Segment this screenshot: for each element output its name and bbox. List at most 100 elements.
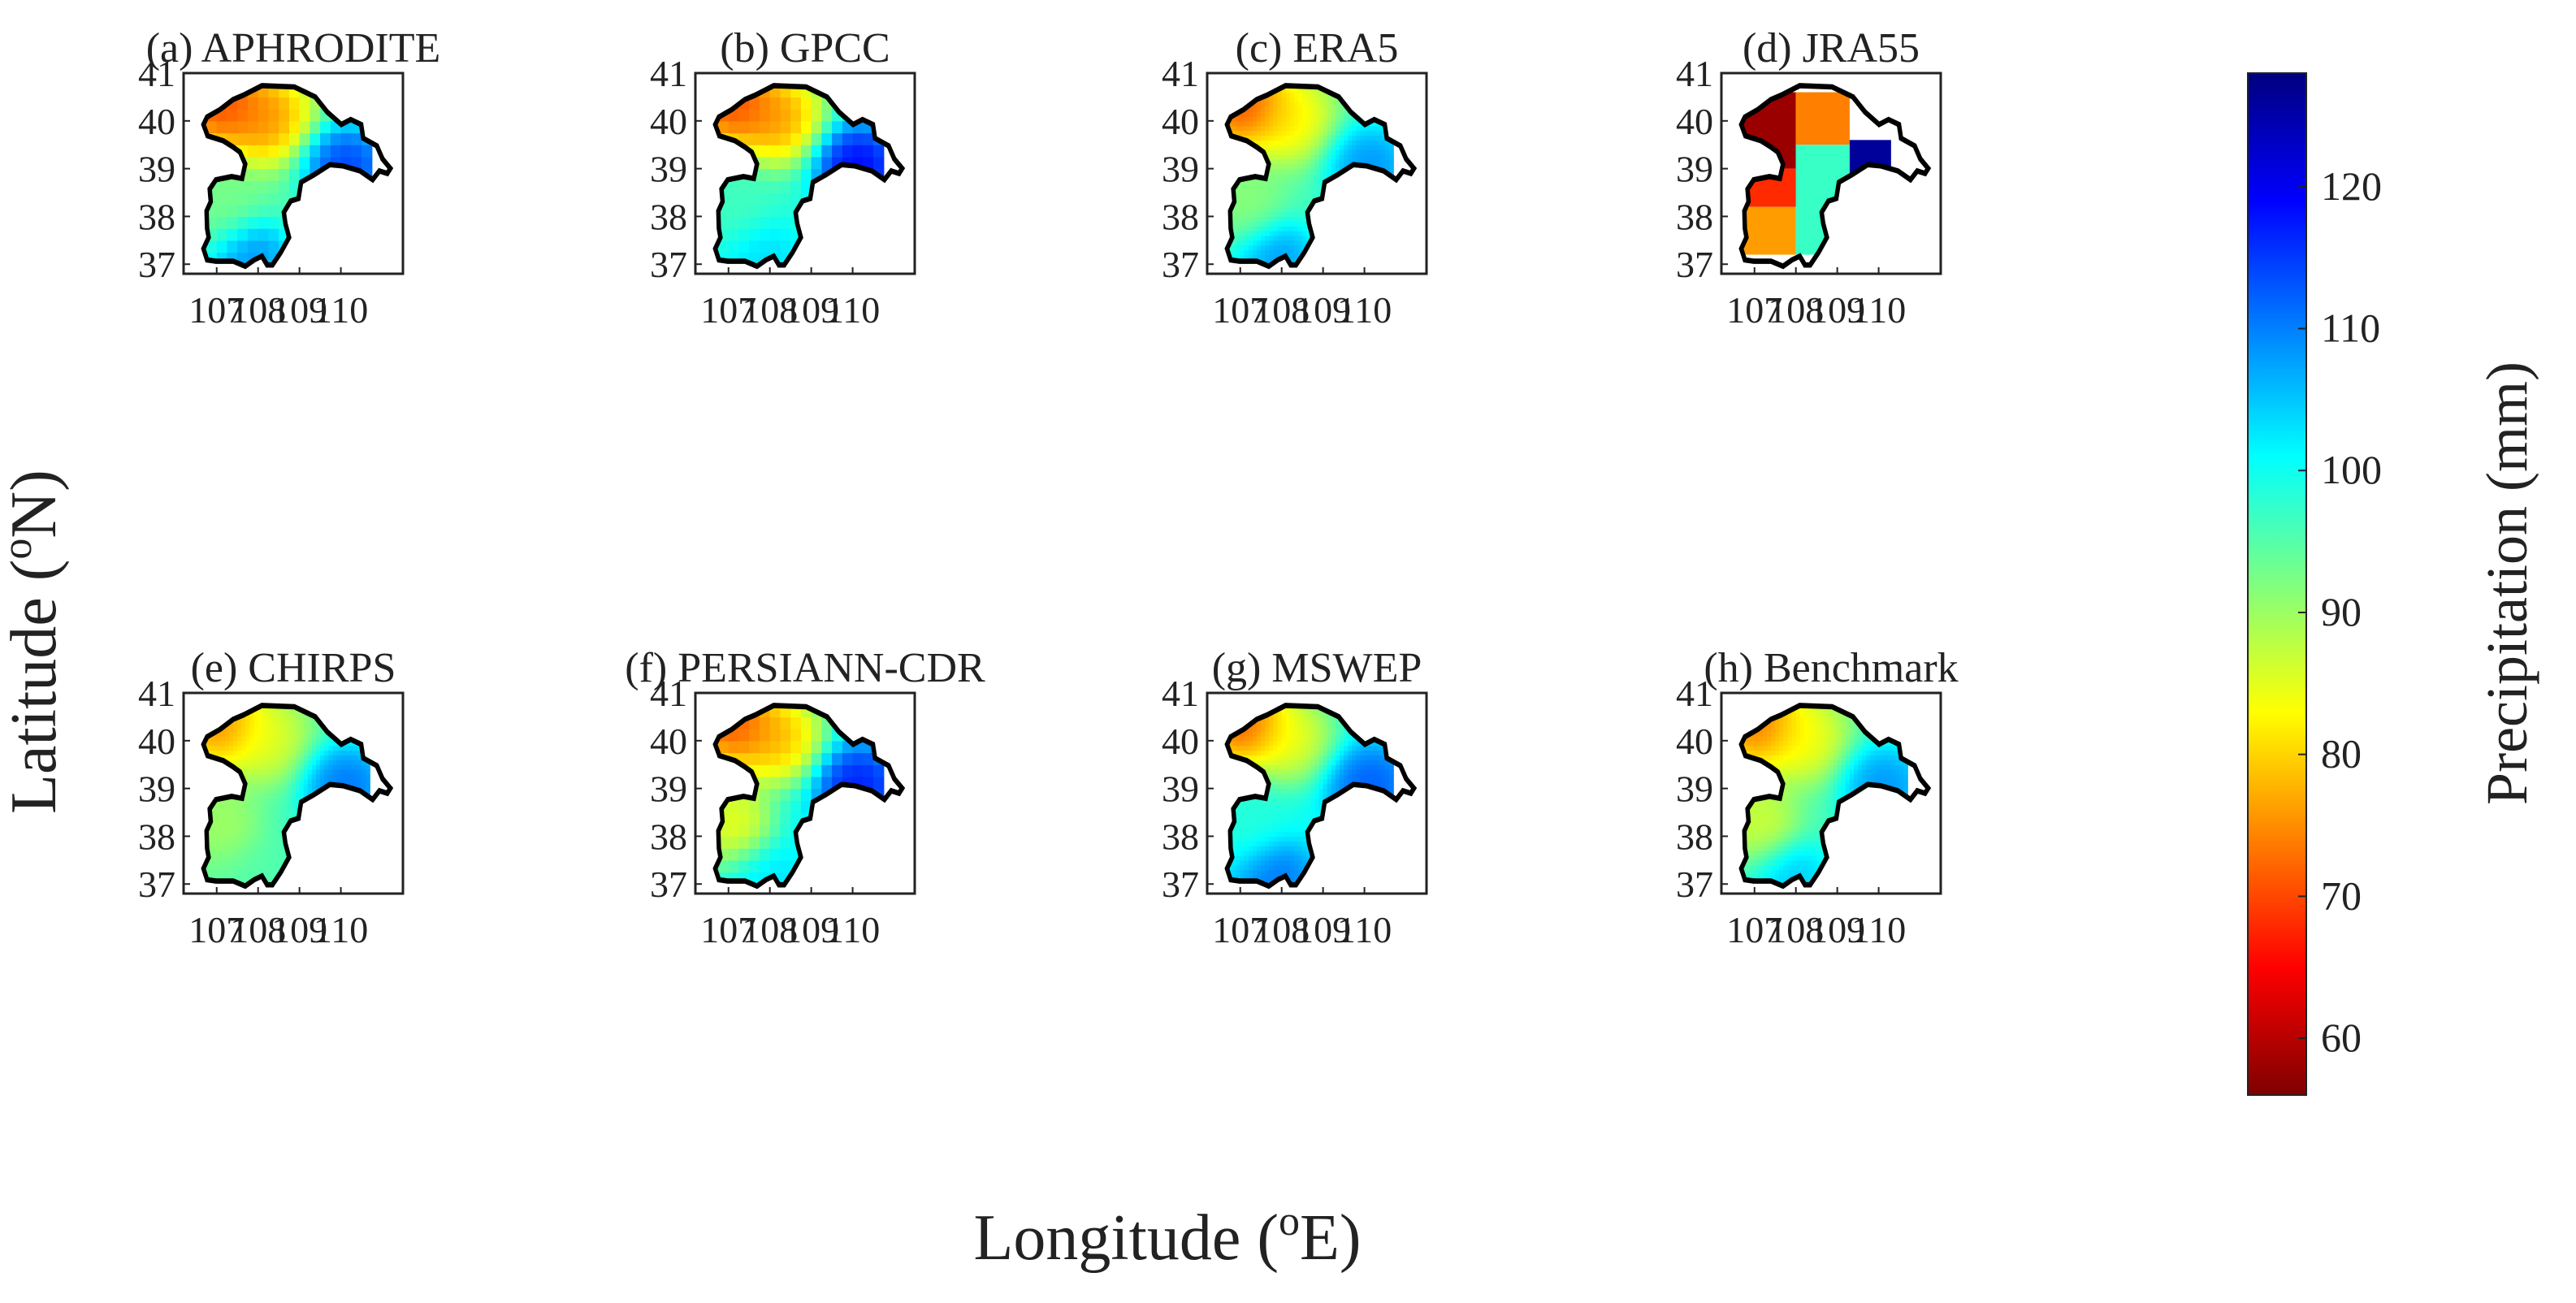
grid-cell bbox=[1356, 158, 1362, 165]
grid-cell bbox=[1298, 235, 1303, 241]
grid-cell bbox=[1273, 168, 1279, 175]
grid-cell bbox=[216, 216, 228, 229]
grid-cell bbox=[349, 769, 354, 775]
grid-cell bbox=[249, 769, 255, 775]
grid-cell bbox=[270, 745, 275, 751]
grid-cell bbox=[1285, 769, 1291, 775]
grid-cell bbox=[1277, 831, 1283, 838]
grid-cell bbox=[1240, 183, 1245, 188]
grid-cell bbox=[1289, 869, 1295, 876]
grid-cell bbox=[1314, 111, 1320, 117]
grid-cell bbox=[738, 824, 750, 838]
grid-cell bbox=[216, 869, 222, 876]
grid-cell bbox=[275, 769, 279, 775]
grid-cell bbox=[320, 760, 325, 765]
grid-cell bbox=[344, 778, 350, 785]
grid-cell bbox=[212, 874, 218, 880]
grid-cell bbox=[738, 729, 750, 742]
grid-cell bbox=[749, 193, 760, 206]
grid-cell bbox=[1302, 201, 1307, 208]
grid-cell bbox=[1348, 135, 1353, 141]
grid-cell bbox=[311, 778, 317, 785]
grid-cell bbox=[1257, 869, 1262, 876]
grid-cell bbox=[253, 803, 259, 808]
grid-cell bbox=[287, 812, 292, 818]
grid-cell bbox=[1293, 726, 1299, 732]
grid-cell bbox=[738, 109, 750, 122]
grid-cell bbox=[336, 773, 342, 780]
grid-cell bbox=[303, 726, 309, 732]
grid-cell bbox=[237, 731, 242, 737]
grid-cell bbox=[311, 764, 317, 770]
grid-cell bbox=[362, 156, 373, 170]
grid-cell bbox=[1293, 206, 1299, 213]
grid-cell bbox=[1269, 173, 1275, 179]
grid-cell bbox=[1356, 154, 1362, 160]
grid-cell bbox=[1281, 216, 1287, 222]
grid-cell bbox=[1302, 216, 1307, 222]
grid-cell bbox=[1298, 826, 1303, 833]
grid-cell bbox=[1302, 855, 1307, 861]
grid-cell bbox=[283, 803, 288, 808]
grid-cell bbox=[1298, 783, 1303, 790]
grid-cell bbox=[316, 745, 321, 751]
grid-cell bbox=[1269, 115, 1275, 122]
grid-cell bbox=[270, 750, 275, 756]
grid-cell bbox=[1306, 793, 1311, 799]
grid-cell bbox=[1281, 158, 1287, 165]
grid-cell bbox=[1257, 216, 1262, 222]
grid-cell bbox=[266, 740, 271, 747]
grid-cell bbox=[1265, 812, 1271, 818]
grid-cell bbox=[1281, 111, 1287, 117]
grid-cell bbox=[1257, 740, 1262, 747]
grid-cell bbox=[287, 726, 292, 732]
grid-cell bbox=[1257, 851, 1262, 856]
grid-cell bbox=[1327, 140, 1332, 145]
grid-cell bbox=[1244, 735, 1249, 742]
grid-cell bbox=[1277, 102, 1283, 107]
grid-cell bbox=[1273, 254, 1279, 260]
grid-cell bbox=[842, 145, 854, 158]
grid-cell bbox=[279, 120, 290, 134]
grid-cell bbox=[1302, 846, 1307, 851]
grid-cell bbox=[1265, 735, 1271, 742]
grid-cell bbox=[1298, 855, 1303, 861]
grid-cell bbox=[1302, 831, 1307, 838]
grid-cell bbox=[1269, 249, 1275, 256]
grid-cell bbox=[1244, 211, 1249, 218]
grid-cell bbox=[1310, 778, 1316, 785]
grid-cell bbox=[1285, 750, 1291, 756]
grid-cell bbox=[1298, 125, 1303, 132]
grid-cell bbox=[1340, 120, 1344, 127]
grid-cell bbox=[1306, 778, 1311, 785]
grid-cell bbox=[1302, 716, 1307, 722]
grid-cell bbox=[258, 740, 263, 747]
grid-cell bbox=[295, 735, 301, 742]
basin-boundary bbox=[712, 703, 906, 890]
grid-cell bbox=[1298, 92, 1303, 98]
grid-cell bbox=[1265, 125, 1271, 132]
grid-cell bbox=[299, 745, 305, 751]
grid-cell bbox=[270, 778, 275, 785]
grid-cell bbox=[1323, 120, 1328, 127]
grid-cell bbox=[336, 745, 342, 751]
grid-cell bbox=[1293, 140, 1299, 145]
grid-cell bbox=[1257, 821, 1262, 828]
grid-cell bbox=[220, 755, 226, 760]
grid-cell bbox=[1302, 793, 1307, 799]
grid-cell bbox=[1285, 807, 1291, 813]
grid-cell bbox=[287, 773, 292, 780]
grid-cell bbox=[728, 824, 740, 838]
grid-cell bbox=[237, 764, 242, 770]
grid-cell bbox=[780, 168, 791, 181]
grid-cell bbox=[1293, 178, 1299, 184]
grid-cell bbox=[1293, 216, 1299, 222]
grid-cell bbox=[245, 851, 251, 856]
grid-cell bbox=[229, 831, 234, 838]
grid-cell bbox=[1265, 816, 1271, 823]
grid-cell bbox=[1385, 154, 1390, 160]
grid-cell bbox=[245, 812, 251, 818]
grid-cell bbox=[1232, 254, 1237, 260]
grid-cell bbox=[245, 821, 251, 828]
grid-cell bbox=[821, 109, 833, 122]
